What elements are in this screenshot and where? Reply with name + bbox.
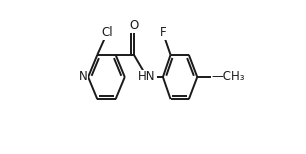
Text: HN: HN (138, 71, 156, 83)
Text: F: F (160, 26, 166, 39)
Text: Cl: Cl (101, 26, 113, 39)
Text: N: N (79, 71, 88, 83)
Text: —CH₃: —CH₃ (212, 71, 245, 83)
Text: O: O (129, 19, 139, 32)
